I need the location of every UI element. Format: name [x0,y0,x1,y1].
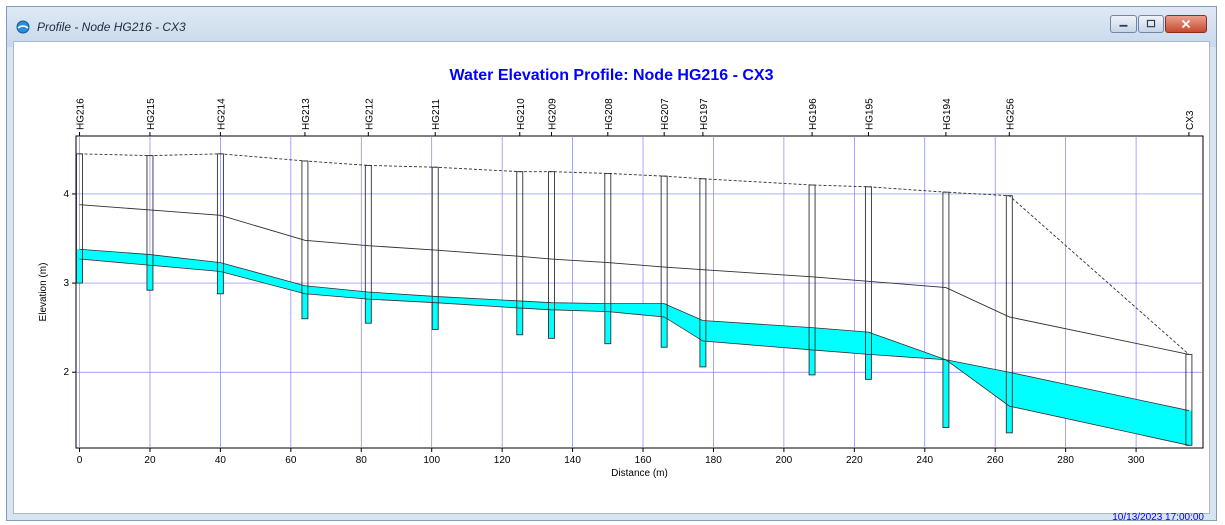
profile-window: Profile - Node HG216 - CX3 Water Elevati… [6,6,1217,523]
series-water-surface [79,248,1189,411]
manhole-water [432,296,439,330]
y-tick-label: 3 [63,278,69,289]
x-tick-label: 40 [215,455,227,466]
manhole-water [809,327,816,375]
manhole-hg196 [808,184,816,376]
window-title: Profile - Node HG216 - CX3 [37,20,186,34]
node-label: HG212 [364,98,375,130]
profile-app-icon [16,20,30,34]
node-label: HG209 [547,98,558,130]
manhole-water [146,254,153,291]
x-tick-label: 120 [494,455,511,466]
node-label: HG211 [431,99,442,130]
y-tick-label: 2 [63,367,69,378]
node-label: CX3 [1185,110,1196,130]
x-tick-label: 60 [285,455,297,466]
x-tick-label: 300 [1128,455,1145,466]
manhole-water [699,320,706,367]
manhole-water [942,359,949,428]
manhole-hg208 [604,172,612,345]
manhole-water [76,249,83,284]
close-button[interactable] [1165,15,1207,33]
x-tick-label: 20 [144,455,156,466]
x-tick-label: 0 [77,455,83,466]
node-label: HG197 [699,98,710,130]
node-label: HG214 [216,98,227,130]
profile-chart: HG216 HG215 HG214 HG213 HG212 HG211 HG210 HG209… [38,98,1204,479]
manhole-water [516,300,523,335]
x-tick-label: 160 [635,455,652,466]
x-tick-label: 280 [1057,455,1074,466]
node-label: HG215 [146,98,157,130]
series-crown [79,204,1190,355]
chart-title: Water Elevation Profile: Node HG216 - CX… [449,67,774,84]
timestamp: 10/13/2023 17:00:00 [1112,512,1204,523]
chart-area: Water Elevation Profile: Node HG216 - CX… [13,41,1210,514]
node-label: HG216 [76,98,87,130]
manhole-water [217,262,224,294]
node-label: HG207 [660,98,671,130]
series-invert [79,258,1189,446]
node-label: HG210 [516,98,527,130]
x-tick-label: 100 [423,455,440,466]
manhole-water [661,303,668,348]
close-icon [1181,19,1191,29]
manhole-water [1185,410,1192,446]
node-label: HG196 [808,98,819,130]
manhole-water [865,332,872,380]
node-label: HG195 [864,98,875,130]
manhole-hg212 [364,164,372,324]
x-tick-label: 180 [705,455,722,466]
node-label: HG208 [604,98,615,130]
x-axis-title: Distance (m) [611,468,668,479]
x-tick-label: 140 [564,455,581,466]
manhole-water [365,292,372,324]
minimize-icon [1119,24,1128,27]
x-tick-label: 260 [987,455,1004,466]
manhole-hg195 [864,186,872,380]
restore-icon [1146,19,1156,28]
manhole-water [301,285,308,319]
series-ground [79,153,1190,355]
manhole-water [604,303,611,344]
maximize-button[interactable] [1138,15,1164,33]
manhole-hg197 [699,178,707,368]
minimize-button[interactable] [1110,15,1137,33]
y-axis-title: Elevation (m) [38,263,49,322]
manhole-water [1006,372,1013,433]
node-label: HG256 [1005,98,1016,130]
title-bar[interactable]: Profile - Node HG216 - CX3 [7,7,1216,47]
manhole-water [548,302,555,339]
node-label: HG194 [942,98,953,130]
x-tick-label: 200 [776,455,793,466]
x-tick-label: 80 [356,455,368,466]
y-tick-label: 4 [63,189,69,200]
node-label: HG213 [301,98,312,130]
x-tick-label: 240 [916,455,933,466]
x-tick-label: 220 [846,455,863,466]
